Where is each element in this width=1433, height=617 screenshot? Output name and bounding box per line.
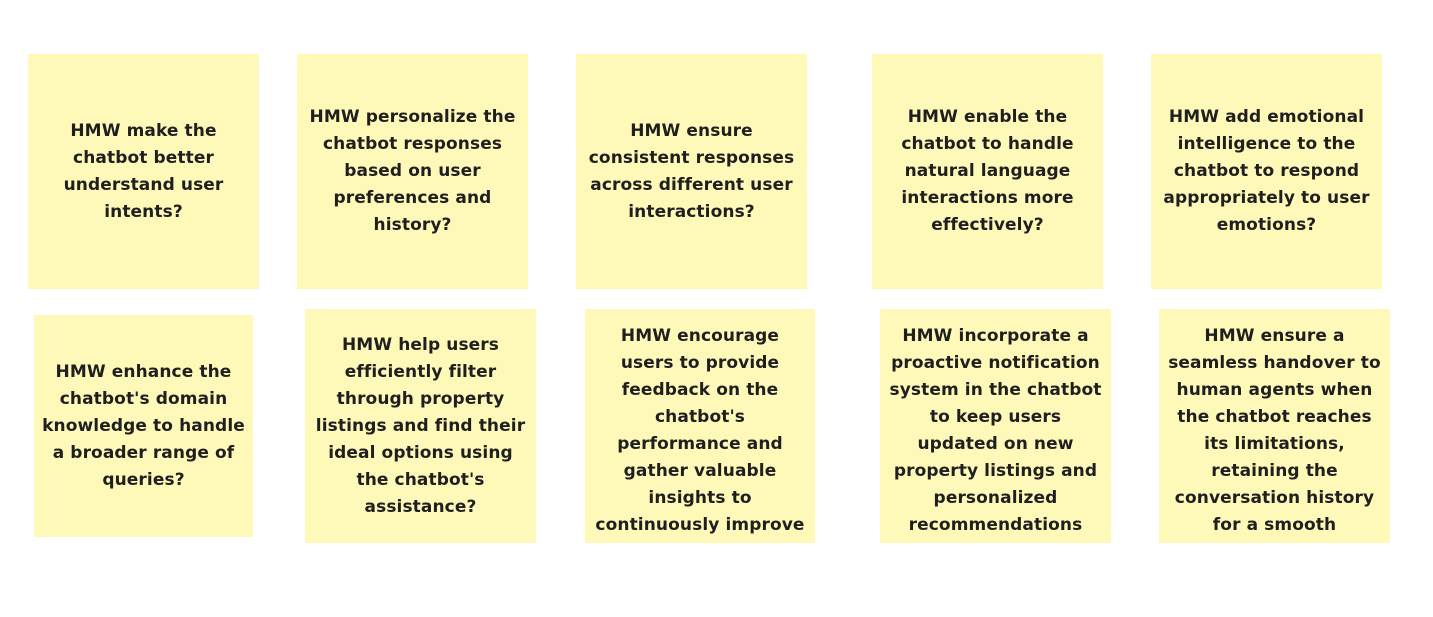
sticky-note-text: HMW personalize the chatbot responses ba… <box>309 107 516 235</box>
sticky-note[interactable]: HMW ensure a seamless handover to human … <box>1159 309 1390 543</box>
sticky-note-text: HMW incorporate a proactive notification… <box>889 326 1102 535</box>
sticky-note[interactable]: HMW personalize the chatbot responses ba… <box>297 54 528 289</box>
sticky-note[interactable]: HMW make the chatbot better understand u… <box>28 54 259 289</box>
sticky-note-text: HMW make the chatbot better understand u… <box>63 120 224 222</box>
sticky-note[interactable]: HMW incorporate a proactive notification… <box>880 309 1111 543</box>
sticky-note[interactable]: HMW help users efficiently filter throug… <box>305 309 536 543</box>
sticky-note-text: HMW ensure consistent responses across d… <box>588 120 795 222</box>
sticky-note[interactable]: HMW encourage users to provide feedback … <box>585 309 815 543</box>
sticky-note-text: HMW help users efficiently filter throug… <box>315 334 526 517</box>
sticky-note-text: HMW encourage users to provide feedback … <box>595 326 805 535</box>
sticky-note[interactable]: HMW ensure consistent responses across d… <box>576 54 807 289</box>
sticky-note-text: HMW add emotional intelligence to the ch… <box>1163 107 1370 235</box>
sticky-note-text: HMW enable the chatbot to handle natural… <box>901 107 1074 235</box>
sticky-note-text: HMW enhance the chatbot's domain knowled… <box>42 361 245 490</box>
sticky-note[interactable]: HMW enable the chatbot to handle natural… <box>872 54 1103 289</box>
sticky-note[interactable]: HMW enhance the chatbot's domain knowled… <box>34 315 253 537</box>
sticky-note-text: HMW ensure a seamless handover to human … <box>1168 326 1381 535</box>
sticky-note[interactable]: HMW add emotional intelligence to the ch… <box>1151 54 1382 289</box>
